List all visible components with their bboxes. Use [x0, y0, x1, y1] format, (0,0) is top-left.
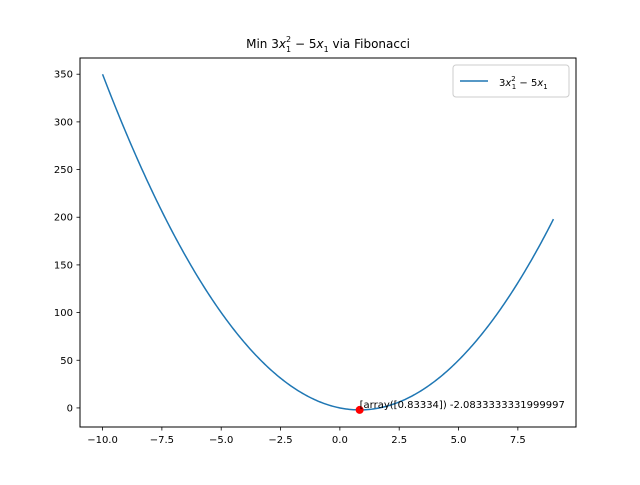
- chart-title: Min 3x2 1 − 5x1 via Fibonacci: [246, 35, 410, 54]
- y-tick-label: 50: [60, 356, 73, 367]
- minimum-annotation: [array([0.83334]) -2.0833333331999997: [360, 400, 565, 411]
- legend: 3x2 1 − 5x1: [452, 64, 570, 98]
- x-axis: −10.0 −7.5 −5.0 −2.5 0.0 2.5 5.0 7.5: [87, 427, 526, 446]
- x-tick-label: 5.0: [451, 435, 467, 446]
- x-tick-label: −5.0: [209, 435, 233, 446]
- y-tick-label: 350: [54, 70, 73, 81]
- series-line-0: [101, 73, 555, 411]
- legend-box: [452, 64, 570, 98]
- plot-area: [101, 73, 555, 414]
- y-tick-label: 250: [54, 165, 73, 176]
- x-tick-label: 0.0: [332, 435, 348, 446]
- y-tick-label: 0: [67, 403, 73, 414]
- x-tick-label: 7.5: [510, 435, 526, 446]
- x-tick-label: −10.0: [87, 435, 118, 446]
- x-tick-label: 2.5: [391, 435, 407, 446]
- y-axis: 0 50 100 150 200 250 300 350: [54, 70, 80, 414]
- y-tick-label: 150: [54, 260, 73, 271]
- x-tick-label: −2.5: [268, 435, 292, 446]
- y-tick-label: 300: [54, 117, 73, 128]
- axes-frame: [79, 57, 577, 428]
- y-tick-label: 100: [54, 308, 73, 319]
- y-tick-label: 200: [54, 213, 73, 224]
- legend-series-label: 3x2 1 − 5x1: [499, 75, 548, 91]
- minimum-point: [355, 405, 364, 414]
- x-tick-label: −7.5: [150, 435, 174, 446]
